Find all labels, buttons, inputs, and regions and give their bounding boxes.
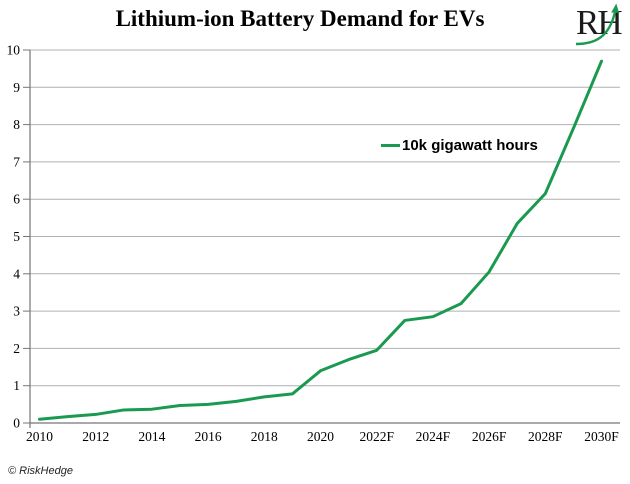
svg-text:2018: 2018 <box>251 429 278 444</box>
svg-text:7: 7 <box>13 154 20 169</box>
y-axis-labels: 0 1 2 3 4 5 6 7 8 9 10 <box>7 43 21 431</box>
svg-text:10: 10 <box>7 43 21 58</box>
growth-arrow-icon <box>575 3 619 46</box>
y-tick-marks <box>23 49 30 424</box>
y-gridlines <box>30 49 620 387</box>
svg-text:9: 9 <box>13 80 20 95</box>
svg-text:0: 0 <box>13 416 20 431</box>
svg-text:2010: 2010 <box>26 429 53 444</box>
svg-text:2026F: 2026F <box>472 429 507 444</box>
chart-title: Lithium-ion Battery Demand for EVs <box>115 6 485 31</box>
legend-line-sample-icon <box>381 143 400 147</box>
svg-text:5: 5 <box>13 229 20 244</box>
copyright-footer: © RiskHedge <box>8 465 73 477</box>
riskhedge-logo: RH <box>572 3 626 49</box>
svg-text:3: 3 <box>13 304 20 319</box>
svg-text:2020: 2020 <box>307 429 334 444</box>
legend: 10k gigawatt hours <box>381 136 538 154</box>
svg-text:2030F: 2030F <box>584 429 619 444</box>
svg-text:8: 8 <box>13 117 20 132</box>
svg-text:2016: 2016 <box>195 429 222 444</box>
svg-text:2022F: 2022F <box>359 429 394 444</box>
x-axis-labels: 2010 2012 2014 2016 2018 2020 2022F 2024F 2026F 2… <box>26 429 619 444</box>
svg-text:2024F: 2024F <box>416 429 451 444</box>
svg-text:1: 1 <box>13 378 20 393</box>
demand-line-series <box>38 59 603 421</box>
svg-text:2028F: 2028F <box>528 429 563 444</box>
svg-text:2012: 2012 <box>82 429 109 444</box>
svg-text:4: 4 <box>13 266 20 281</box>
legend-label: 10k gigawatt hours <box>402 136 538 154</box>
axis-lines <box>29 50 620 428</box>
svg-text:2014: 2014 <box>138 429 165 444</box>
svg-text:6: 6 <box>13 192 20 207</box>
svg-text:2: 2 <box>13 341 20 356</box>
